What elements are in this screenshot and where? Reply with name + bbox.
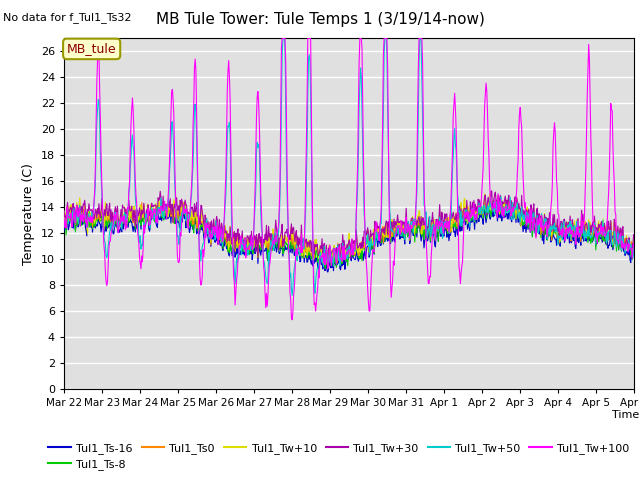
Legend: Tul1_Ts-16, Tul1_Ts-8, Tul1_Ts0, Tul1_Tw+10, Tul1_Tw+30, Tul1_Tw+50, Tul1_Tw+100: Tul1_Ts-16, Tul1_Ts-8, Tul1_Ts0, Tul1_Tw…: [44, 438, 634, 474]
Text: No data for f_Tul1_Ts32: No data for f_Tul1_Ts32: [3, 12, 132, 23]
Text: MB Tule Tower: Tule Temps 1 (3/19/14-now): MB Tule Tower: Tule Temps 1 (3/19/14-now…: [156, 12, 484, 27]
Y-axis label: Temperature (C): Temperature (C): [22, 163, 35, 264]
Text: Time: Time: [612, 410, 639, 420]
Text: MB_tule: MB_tule: [67, 42, 116, 55]
